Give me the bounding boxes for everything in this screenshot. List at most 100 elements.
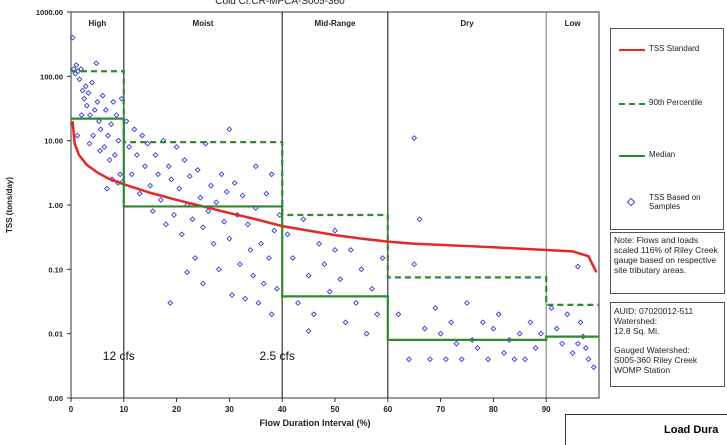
sample-point [582, 345, 589, 351]
watershed-note: AUID: 07020012-511 Watershed: 12.8 Sq. M… [610, 302, 725, 387]
sample-point [215, 266, 222, 273]
sample-point [93, 60, 100, 67]
sample-point [353, 300, 360, 306]
sample-point [411, 135, 418, 141]
sample-point [226, 235, 233, 242]
series-lines [71, 70, 599, 342]
sample-point [128, 171, 135, 178]
chart-title: Cold Cr.CR-MPCA-S005-360 [215, 0, 345, 7]
sample-point [221, 218, 228, 225]
x-tick-label: 10 [119, 405, 128, 414]
sample-point [427, 356, 433, 363]
sample-point [207, 182, 214, 189]
sample-point [86, 140, 93, 147]
sample-point [173, 143, 180, 150]
sample-point [527, 319, 534, 326]
sample-point [458, 356, 465, 363]
sample-point [194, 167, 201, 173]
sample-point [321, 261, 328, 268]
x-axis-label: Flow Duration Interval (%) [259, 418, 370, 428]
sample-point [453, 340, 460, 347]
sample-point [117, 171, 124, 178]
y-axis-label: TSS (tons/day) [5, 177, 14, 233]
sample-point [210, 240, 217, 247]
sample-point [537, 330, 544, 337]
sample-point [289, 255, 296, 261]
sample-point [69, 34, 76, 41]
sample-point [332, 227, 338, 234]
y-tick-label: 1000.00 [36, 8, 63, 17]
sample-point [276, 212, 283, 218]
sample-point [108, 121, 115, 128]
sample-point [87, 112, 93, 119]
sample-point [300, 216, 307, 223]
sample-point [260, 280, 267, 287]
sample-point [189, 216, 196, 223]
sample-point [442, 356, 449, 363]
sample-point [332, 247, 338, 253]
legend-line-90th-percentile [619, 103, 645, 105]
sample-point [113, 112, 120, 119]
sample-point [118, 95, 125, 102]
sample-point [369, 285, 375, 292]
sample-point [316, 240, 323, 247]
sample-point [532, 345, 539, 351]
sample-point [105, 132, 111, 139]
sample-point [147, 182, 154, 189]
flows-note: Note: Flows and loads scaled 116% of Ril… [610, 232, 725, 294]
sample-point [485, 356, 492, 363]
sample-point [200, 224, 206, 231]
sample-point [405, 356, 412, 363]
sample-point [284, 231, 291, 238]
x-tick-label: 0 [69, 405, 74, 414]
sample-point [218, 171, 225, 178]
y-tick-label: 0.00 [48, 394, 63, 403]
sample-point [168, 176, 175, 183]
sample-point [126, 143, 133, 150]
sample-point [374, 311, 381, 318]
load-duration-box: Load Dura [565, 414, 727, 445]
sample-point [247, 247, 254, 253]
sample-point [273, 285, 280, 292]
sample-point [363, 330, 370, 337]
sample-point [242, 295, 249, 302]
sample-point [101, 143, 108, 150]
sample-point [111, 152, 118, 158]
sample-point [437, 330, 444, 337]
sample-point [337, 276, 344, 283]
sample-point [89, 79, 96, 86]
median-step [71, 117, 599, 342]
sample-point [79, 87, 86, 94]
sample-point [171, 212, 177, 218]
legend-line-tss-standard [619, 49, 645, 51]
sample-point [96, 118, 102, 125]
sample-point [474, 345, 481, 351]
sample-point [76, 76, 83, 83]
x-tick-label: 90 [542, 405, 551, 414]
percentile-90-step [71, 70, 599, 306]
sample-point [295, 300, 301, 306]
sample-point [411, 261, 418, 268]
sample-point [90, 132, 97, 139]
sample-point [231, 180, 238, 186]
sample-point [590, 364, 597, 371]
sample-point [99, 92, 106, 99]
sample-point [134, 152, 140, 158]
sample-point [200, 280, 206, 287]
sample-point [97, 147, 103, 154]
y-tick-label: 1.00 [48, 201, 63, 210]
sample-point [250, 272, 257, 279]
sample-point [97, 126, 104, 133]
sample-point [152, 152, 159, 158]
y-tick-label: 0.10 [48, 265, 63, 274]
sample-point [149, 208, 156, 215]
sample-point [192, 255, 199, 261]
sample-point [553, 325, 560, 332]
sample-point [379, 255, 386, 261]
zone-label: Mid-Range [315, 19, 356, 28]
sample-point [110, 98, 117, 105]
flow-annotation: 12 cfs [103, 349, 135, 363]
sample-point [448, 319, 455, 326]
tss-standard-line [71, 121, 598, 273]
sample-point [139, 132, 146, 139]
